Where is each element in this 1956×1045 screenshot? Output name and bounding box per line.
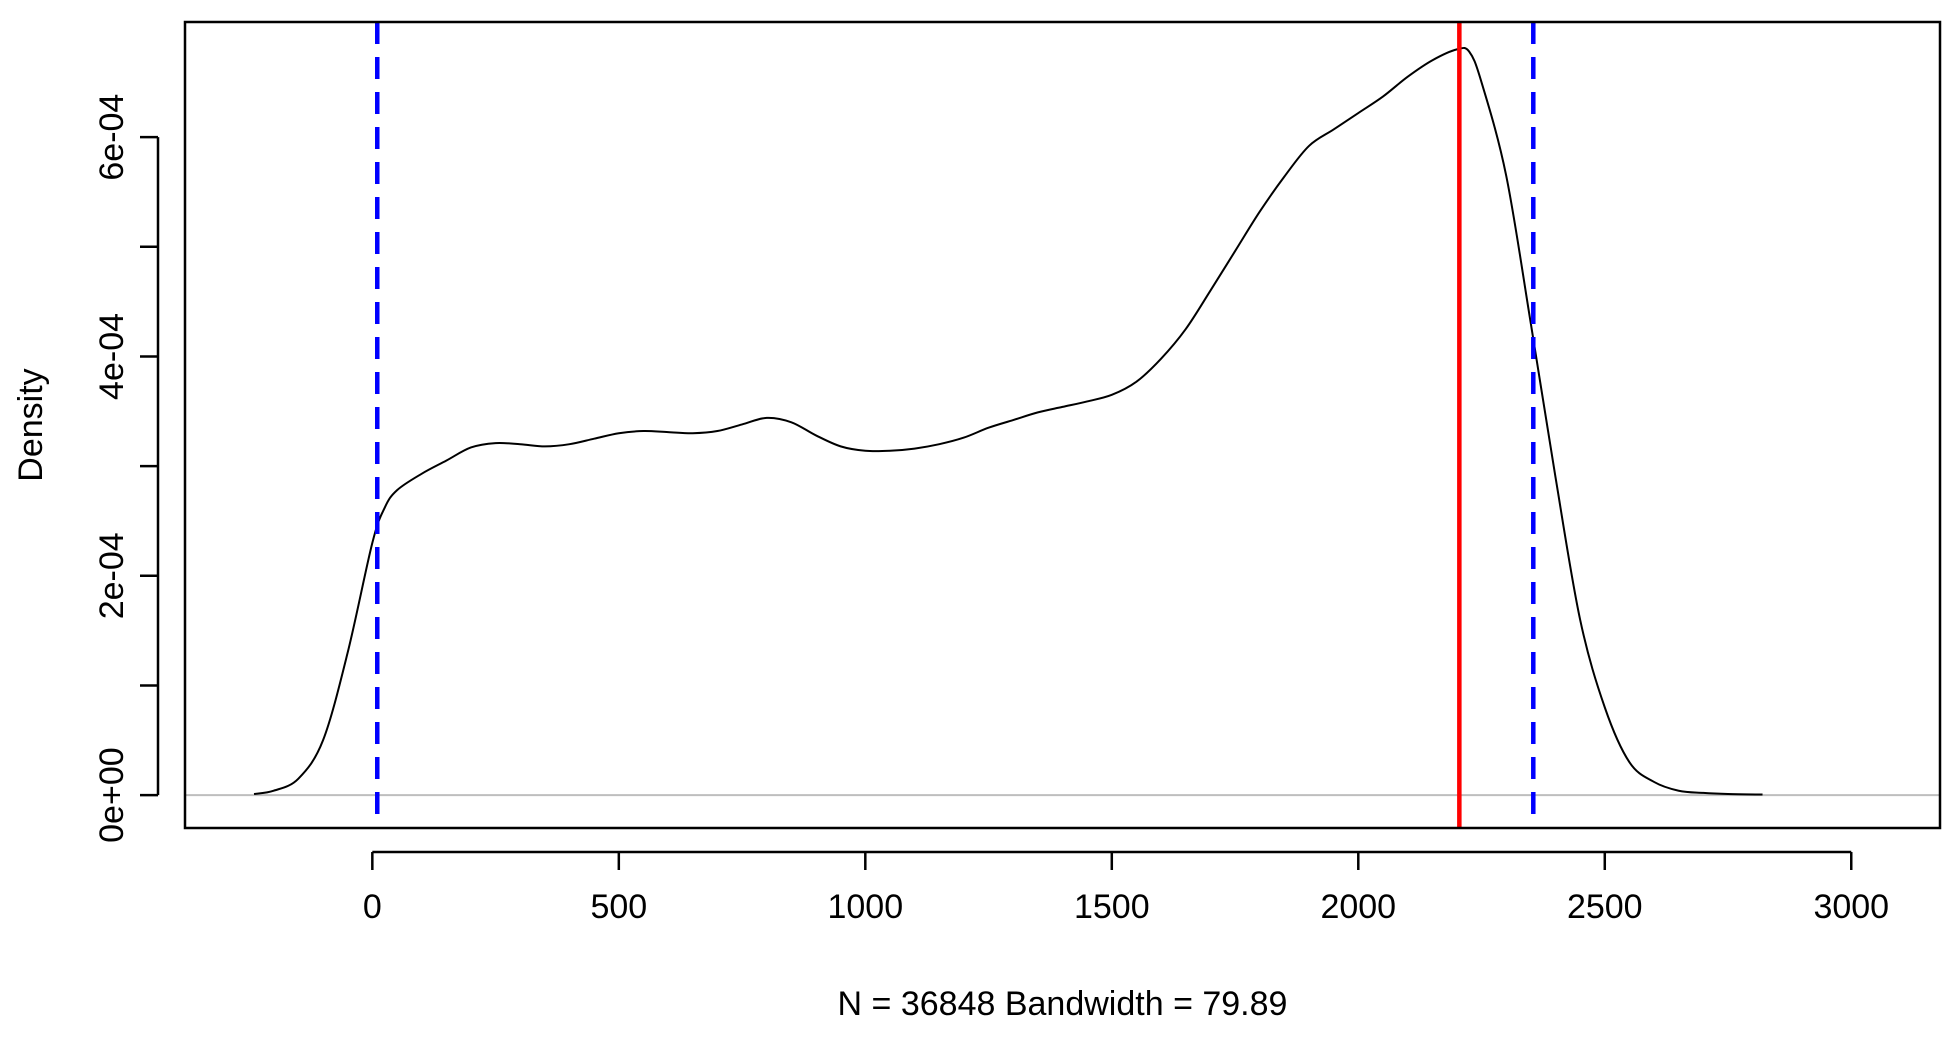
x-tick-label: 2500 [1567,888,1643,926]
series-layer [253,46,1763,796]
density-curve [253,46,1763,796]
x-tick-label: 2000 [1320,888,1396,926]
y-tick-label: 4e-04 [93,313,131,400]
x-axis-title: N = 36848 Bandwidth = 79.89 [838,985,1288,1023]
x-tick-label: 500 [590,888,647,926]
x-axis: 0 500 1000 1500 2000 2500 3000 [363,850,1889,926]
y-axis: 0e+00 2e-04 4e-04 6e-04 [93,94,160,843]
plot-frame [183,20,1942,830]
y-tick-label: 6e-04 [93,94,131,181]
x-tick-label: 3000 [1813,888,1889,926]
x-tick-label: 0 [363,888,382,926]
x-tick-label: 1000 [827,888,903,926]
x-tick-label: 1500 [1074,888,1150,926]
reference-lines-layer [375,22,1536,828]
y-axis-title: Density [12,368,50,481]
y-tick-label: 2e-04 [93,532,131,619]
y-tick-label: 0e+00 [93,747,131,843]
